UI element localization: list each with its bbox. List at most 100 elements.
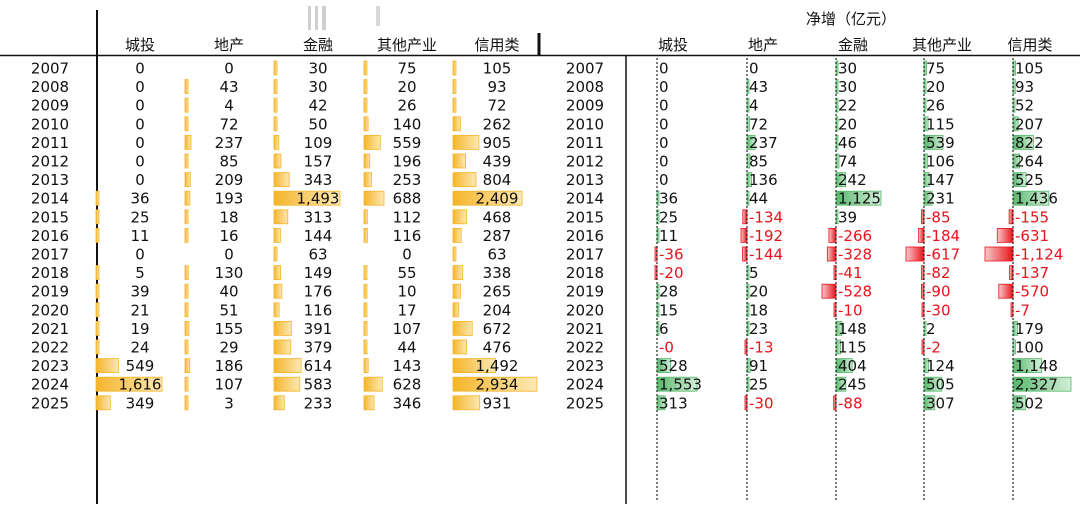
left-value-chengtou: 0 bbox=[135, 78, 145, 96]
left-header-jinrong: 金融 bbox=[303, 36, 333, 54]
artifact-stripe bbox=[376, 6, 380, 26]
right-value-dichan: 4 bbox=[749, 97, 759, 115]
right-value-jinrong: 148 bbox=[838, 320, 867, 338]
left-value-dichan: 3 bbox=[224, 394, 234, 412]
right-bar-pos-chengtou bbox=[656, 376, 698, 392]
left-value-chengtou: 25 bbox=[130, 208, 149, 226]
left-value-qitachanye: 20 bbox=[397, 78, 416, 96]
right-value-dichan: 5 bbox=[749, 264, 759, 282]
left-value-qitachanye: 112 bbox=[393, 208, 422, 226]
right-bar-neg-xinyonglei bbox=[1010, 302, 1014, 318]
right-value-chengtou: -20 bbox=[659, 264, 684, 282]
left-value-xinyonglei: 338 bbox=[483, 264, 512, 282]
left-bar-jinrong bbox=[273, 302, 280, 318]
left-value-chengtou: 1,616 bbox=[119, 376, 162, 394]
left-value-dichan: 18 bbox=[219, 208, 238, 226]
right-bar-neg-jinrong bbox=[826, 246, 837, 262]
left-bar-chengtou bbox=[95, 395, 111, 411]
left-bar-jinrong bbox=[273, 97, 278, 113]
left-bar-xinyonglei bbox=[452, 190, 523, 206]
left-year-label: 2025 bbox=[31, 394, 69, 412]
right-value-jinrong: -528 bbox=[838, 283, 872, 301]
left-year-label: 2011 bbox=[31, 134, 69, 152]
right-value-xinyonglei: 52 bbox=[1015, 97, 1034, 115]
left-value-jinrong: 157 bbox=[304, 153, 333, 171]
right-value-xinyonglei: -137 bbox=[1015, 264, 1049, 282]
left-bar-qitachanye bbox=[363, 97, 368, 113]
left-bar-xinyonglei bbox=[452, 209, 467, 225]
left-bar-chengtou bbox=[95, 209, 100, 225]
left-year-label: 2008 bbox=[31, 78, 69, 96]
right-value-qitachanye: 124 bbox=[926, 357, 955, 375]
right-year-label: 2023 bbox=[566, 357, 604, 375]
right-value-qitachanye: 147 bbox=[926, 171, 955, 189]
right-value-xinyonglei: 207 bbox=[1015, 115, 1044, 133]
right-value-dichan: 136 bbox=[749, 171, 778, 189]
left-year-label: 2023 bbox=[31, 357, 69, 375]
right-bar-pos-chengtou bbox=[656, 358, 672, 374]
right-value-qitachanye: 75 bbox=[926, 60, 945, 78]
left-value-chengtou: 24 bbox=[130, 339, 149, 357]
right-year-label: 2009 bbox=[566, 97, 604, 115]
left-bar-chengtou bbox=[95, 190, 100, 206]
left-bar-jinrong bbox=[273, 265, 281, 281]
left-value-dichan: 29 bbox=[219, 339, 238, 357]
right-bar-neg-xinyonglei bbox=[1008, 209, 1014, 225]
right-value-qitachanye: -2 bbox=[926, 339, 941, 357]
right-value-jinrong: 242 bbox=[838, 171, 867, 189]
right-value-dichan: 23 bbox=[749, 320, 768, 338]
left-year-label: 2018 bbox=[31, 264, 69, 282]
right-bar-neg-jinrong bbox=[833, 302, 837, 318]
left-bar-qitachanye bbox=[363, 190, 385, 206]
left-value-xinyonglei: 931 bbox=[483, 394, 512, 412]
left-bar-qitachanye bbox=[363, 134, 381, 150]
left-value-jinrong: 379 bbox=[304, 339, 333, 357]
left-value-chengtou: 0 bbox=[135, 134, 145, 152]
right-value-dichan: 44 bbox=[749, 190, 768, 208]
right-bar-neg-qitachanye bbox=[905, 246, 925, 262]
right-bar-neg-qitachanye bbox=[921, 209, 925, 225]
right-value-qitachanye: -85 bbox=[926, 208, 951, 226]
right-value-dichan: 20 bbox=[749, 283, 768, 301]
right-value-jinrong: 46 bbox=[838, 134, 857, 152]
right-year-label: 2022 bbox=[566, 339, 604, 357]
right-year-label: 2012 bbox=[566, 153, 604, 171]
left-value-qitachanye: 116 bbox=[393, 227, 422, 245]
left-bar-dichan bbox=[184, 116, 189, 132]
left-year-label: 2009 bbox=[31, 97, 69, 115]
right-value-jinrong: -328 bbox=[838, 246, 872, 264]
left-bar-xinyonglei bbox=[452, 320, 473, 336]
left-value-qitachanye: 628 bbox=[393, 376, 422, 394]
right-value-qitachanye: -82 bbox=[926, 264, 951, 282]
right-bar-neg-jinrong bbox=[833, 265, 837, 281]
left-header-qitachanye: 其他产业 bbox=[377, 36, 437, 54]
left-bar-chengtou bbox=[95, 302, 100, 318]
left-value-xinyonglei: 2,934 bbox=[476, 376, 519, 394]
left-value-dichan: 4 bbox=[224, 97, 234, 115]
left-year-label: 2024 bbox=[31, 376, 69, 394]
right-value-jinrong: 404 bbox=[838, 357, 867, 375]
left-year-label: 2010 bbox=[31, 115, 69, 133]
right-value-jinrong: 74 bbox=[838, 153, 857, 171]
right-value-qitachanye: -30 bbox=[926, 301, 951, 319]
right-value-qitachanye: 307 bbox=[926, 394, 955, 412]
left-value-qitachanye: 26 bbox=[397, 97, 416, 115]
right-bar-pos-chengtou bbox=[656, 302, 660, 318]
left-value-xinyonglei: 439 bbox=[483, 153, 512, 171]
right-bar-neg-qitachanye bbox=[921, 265, 925, 281]
right-value-xinyonglei: 502 bbox=[1015, 394, 1044, 412]
right-bar-pos-qitachanye bbox=[923, 97, 927, 113]
right-bar-neg-chengtou bbox=[654, 265, 658, 281]
right-bar-neg-dichan bbox=[742, 209, 748, 225]
right-value-xinyonglei: 2,327 bbox=[1015, 376, 1058, 394]
left-value-chengtou: 0 bbox=[135, 246, 145, 264]
right-bar-neg-xinyonglei bbox=[996, 227, 1014, 243]
left-value-dichan: 130 bbox=[215, 264, 244, 282]
right-header-qitachanye: 其他产业 bbox=[912, 36, 972, 54]
left-value-xinyonglei: 265 bbox=[483, 283, 512, 301]
left-value-xinyonglei: 1,492 bbox=[476, 357, 519, 375]
left-bar-dichan bbox=[184, 190, 191, 206]
left-bar-qitachanye bbox=[363, 60, 368, 76]
left-value-qitachanye: 75 bbox=[397, 60, 416, 78]
left-value-jinrong: 313 bbox=[304, 208, 333, 226]
